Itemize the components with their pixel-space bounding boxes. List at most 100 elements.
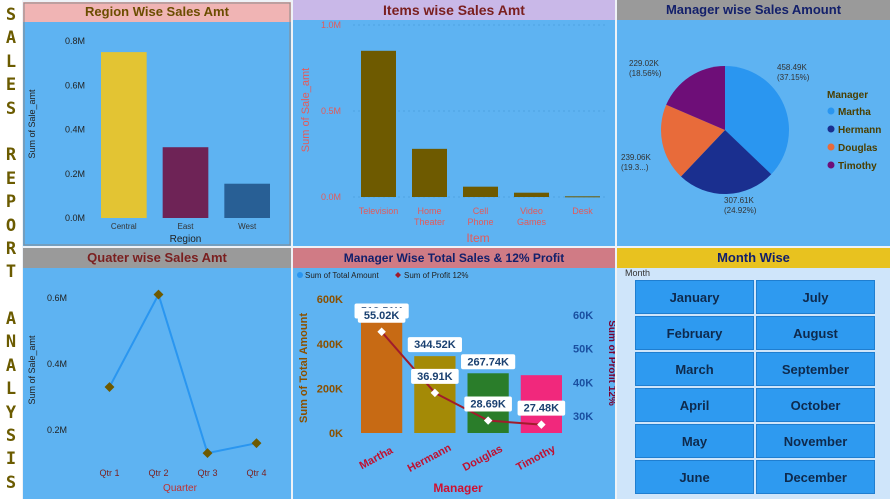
x-tick-label: Television xyxy=(359,206,399,216)
manager-profit-chart: Sum of Total Amount Sum of Profit 12% 0K 20… xyxy=(297,271,615,495)
legend-label: Sum of Profit 12% xyxy=(404,271,468,280)
items-sales-panel[interactable]: Items wise Sales Amt 0.0M 0.5M 1.0M Televis… xyxy=(293,0,615,246)
pie-slice-hermann xyxy=(680,130,772,194)
bar-item xyxy=(412,148,447,197)
focus-frame xyxy=(23,2,291,246)
profit-value-label-bg xyxy=(411,368,459,384)
side-title-letter: E xyxy=(5,75,17,96)
y-axis-label: Sum of Sale_amt xyxy=(27,335,37,405)
legend-marker xyxy=(827,143,835,151)
legend-marker xyxy=(827,107,835,115)
y-tick-label: 0.2M xyxy=(47,425,67,435)
month-button-december[interactable]: December xyxy=(756,460,875,494)
x-tick-label: Theater xyxy=(414,217,445,227)
slice-label: (24.92%) xyxy=(724,206,757,215)
side-title-letter: I xyxy=(5,449,17,470)
month-panel[interactable]: Month Wise Month January July February Augu… xyxy=(617,248,890,499)
y-axis-label: Sum of Sale_amt xyxy=(300,68,312,152)
profit-value-label-bg xyxy=(464,396,512,412)
y-tick-label: 0.5M xyxy=(321,106,341,116)
quarter-sales-chart: 0.2M 0.4M 0.6M Qtr 1 Qtr 2 Qtr 3 Qtr 4 Quarter S… xyxy=(27,289,267,494)
side-title-letter: T xyxy=(5,262,17,283)
month-button-may[interactable]: May xyxy=(635,424,754,458)
slice-label: 229.02K xyxy=(629,59,659,68)
y-left-tick-label: 200K xyxy=(317,383,343,395)
slice-label: (19.3...) xyxy=(621,163,649,172)
region-sales-panel[interactable]: Region Wise Sales Amt 0.0M 0.2M 0.4M 0.6M 0.… xyxy=(23,2,291,246)
month-button-september[interactable]: September xyxy=(756,352,875,386)
profit-value-label: 55.02K xyxy=(364,310,400,322)
x-axis-label: Item xyxy=(466,231,489,245)
profit-value-label: 28.69K xyxy=(470,399,506,411)
side-title-letter: L xyxy=(5,51,17,72)
slice-label: (18.56%) xyxy=(629,69,662,78)
quarter-sales-title: Quater wise Sales Amt xyxy=(23,248,291,268)
month-button-january[interactable]: January xyxy=(635,280,754,314)
side-title-letter: Y xyxy=(5,402,17,423)
month-button-july[interactable]: July xyxy=(756,280,875,314)
legend-label: Martha xyxy=(838,107,871,118)
data-point xyxy=(153,289,164,300)
y-right-tick-label: 60K xyxy=(573,310,593,322)
data-point xyxy=(104,382,115,392)
y-right-tick-label: 40K xyxy=(573,377,593,389)
y-right-tick-label: 50K xyxy=(573,344,593,356)
manager-profit-title: Manager Wise Total Sales & 12% Profit xyxy=(293,248,615,268)
month-button-august[interactable]: August xyxy=(756,316,875,350)
legend-marker xyxy=(395,272,401,278)
slice-label: 239.06K xyxy=(621,153,651,162)
x-tick-label: Qtr 1 xyxy=(99,468,119,478)
y-tick-label: 0.6M xyxy=(47,293,67,303)
month-button-june[interactable]: June xyxy=(635,460,754,494)
profit-point xyxy=(483,416,493,425)
side-title-letter: N xyxy=(5,332,17,353)
y-left-tick-label: 400K xyxy=(317,339,343,351)
y-tick-label: 0.2M xyxy=(65,169,85,179)
x-tick-label: West xyxy=(238,222,257,231)
legend-label: Douglas xyxy=(838,143,878,154)
y-left-tick-label: 600K xyxy=(317,294,343,306)
y-left-axis-label: Sum of Total Amount xyxy=(298,313,310,423)
side-title-letter: S xyxy=(5,472,17,493)
month-button-october[interactable]: October xyxy=(756,388,875,422)
legend-label: Hermann xyxy=(838,125,881,136)
x-tick-label: Martha xyxy=(357,444,395,472)
x-tick-label: Desk xyxy=(572,206,593,216)
month-button-november[interactable]: November xyxy=(756,424,875,458)
bar-martha xyxy=(361,318,403,433)
month-button-april[interactable]: April xyxy=(635,388,754,422)
profit-point xyxy=(537,420,546,429)
month-title: Month Wise xyxy=(617,248,890,268)
side-title-letter xyxy=(6,287,16,306)
profit-value-label-bg xyxy=(517,400,566,416)
side-title-letter: R xyxy=(5,238,17,259)
legend-label: Sum of Total Amount xyxy=(305,271,379,280)
side-title-letter: A xyxy=(5,355,17,376)
month-button-march[interactable]: March xyxy=(635,352,754,386)
quarter-sales-panel[interactable]: Quater wise Sales Amt 0.2M 0.4M 0.6M Qtr 1 Q… xyxy=(23,248,291,499)
month-slicer[interactable]: January July February August March September A… xyxy=(635,280,875,494)
y-tick-label: 0.6M xyxy=(65,80,85,90)
bar-value-label-bg xyxy=(407,337,462,353)
bar-west xyxy=(224,183,270,218)
side-title-letter: R xyxy=(5,145,17,166)
x-axis-label: Manager xyxy=(433,481,483,495)
y-tick-label: 0.0M xyxy=(65,213,85,223)
manager-profit-panel[interactable]: Manager Wise Total Sales & 12% Profit Su… xyxy=(293,248,615,499)
x-tick-label: Qtr 2 xyxy=(148,468,168,478)
y-right-tick-label: 30K xyxy=(573,411,593,423)
x-tick-label: Video xyxy=(520,206,543,216)
manager-pie-panel[interactable]: Manager wise Sales Amount 458.49K (37.15%… xyxy=(617,0,890,246)
x-tick-label: Qtr 3 xyxy=(197,468,217,478)
side-title-letter: A xyxy=(5,28,17,49)
quarter-line xyxy=(108,291,257,455)
items-sales-title: Items wise Sales Amt xyxy=(293,0,615,20)
x-tick-label: Cell xyxy=(473,206,489,216)
y-tick-label: 0.4M xyxy=(47,359,67,369)
x-tick-label: Central xyxy=(111,222,137,231)
side-title-letter: P xyxy=(5,192,17,213)
bar-value-label: 344.52K xyxy=(414,339,456,351)
slice-label: (37.15%) xyxy=(777,73,810,82)
month-button-february[interactable]: February xyxy=(635,316,754,350)
profit-point xyxy=(430,388,440,398)
